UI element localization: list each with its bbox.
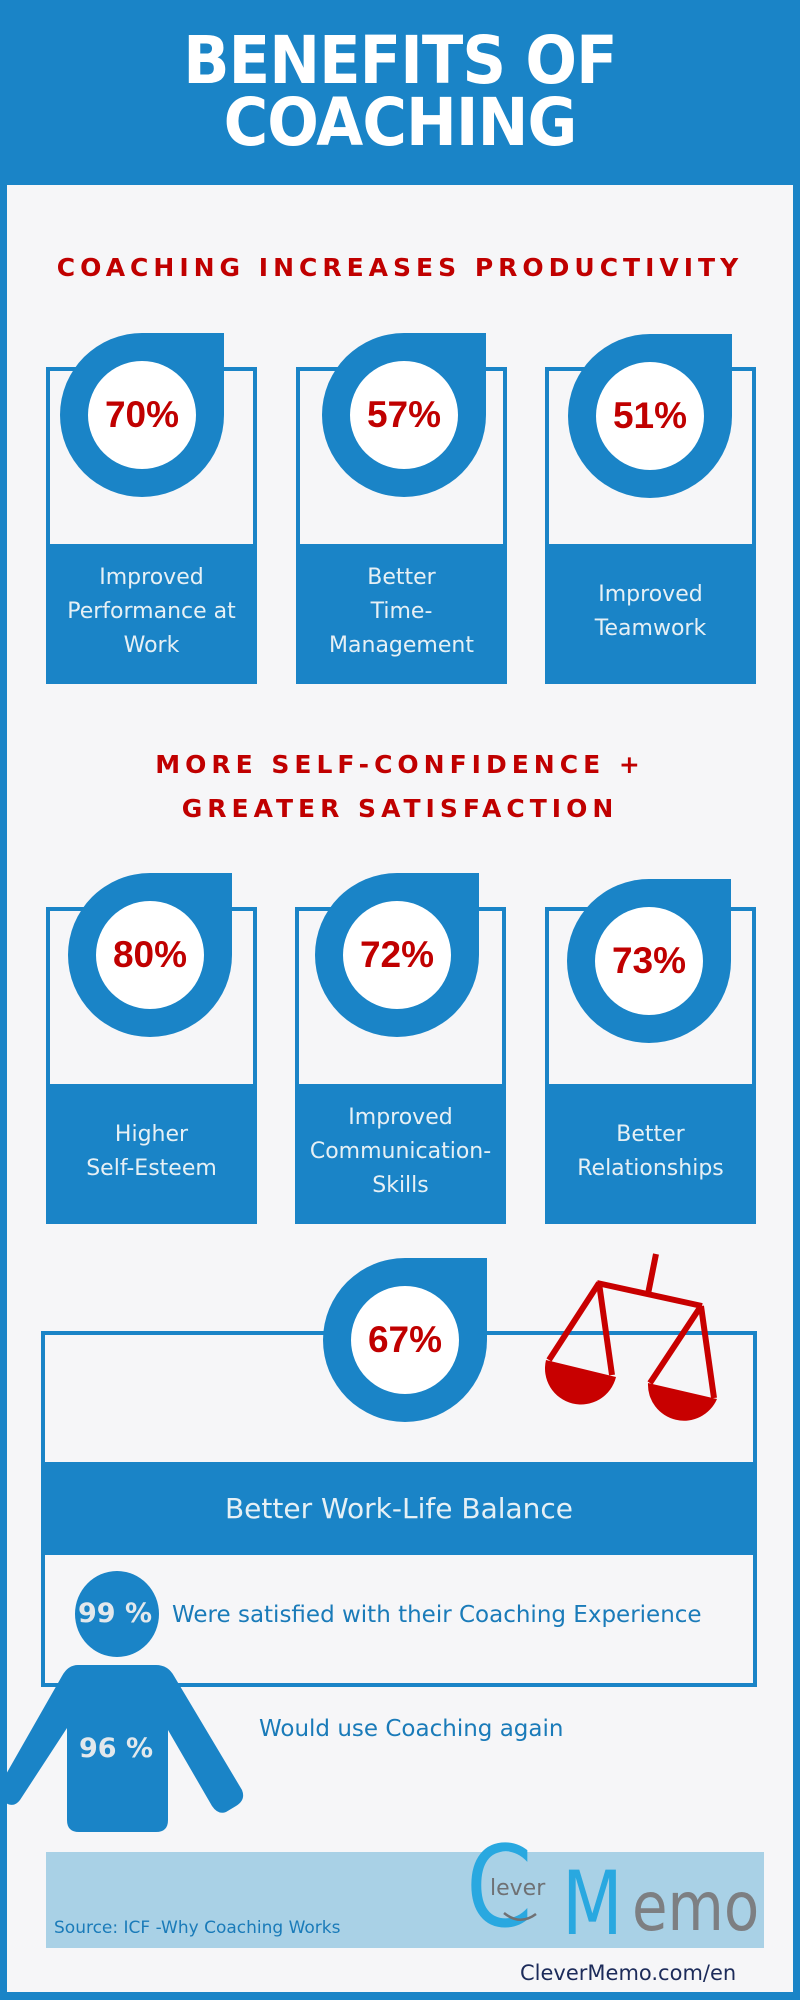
card-label: Higher Self-Esteem xyxy=(50,1084,253,1220)
card-label: Better Relationships xyxy=(549,1084,752,1220)
work-life-label: Better Work-Life Balance xyxy=(41,1462,757,1555)
logo-m: M xyxy=(562,1852,623,1955)
percent-value: 51% xyxy=(596,362,704,470)
heading-line: MORE SELF-CONFIDENCE + xyxy=(155,750,645,779)
label-line: Improved xyxy=(99,565,204,590)
logo-lever: lever xyxy=(490,1876,546,1901)
section-heading-productivity: COACHING INCREASES PRODUCTIVITY xyxy=(56,253,744,282)
card-label: Improved Performance at Work xyxy=(50,544,253,680)
section-heading-confidence: MORE SELF-CONFIDENCE + GREATER SATISFACT… xyxy=(0,743,800,831)
percent-value: 73% xyxy=(595,907,703,1015)
logo-smile-icon xyxy=(503,1912,537,1921)
label-line: Time- xyxy=(370,599,433,624)
source-citation: Source: ICF -Why Coaching Works xyxy=(54,1918,341,1938)
website-link[interactable]: CleverMemo.com/en xyxy=(520,1961,737,1985)
percent-value: 80% xyxy=(96,901,204,1009)
percent-value: 72% xyxy=(343,901,451,1009)
label-line: Relationships xyxy=(577,1156,724,1181)
label-line: Teamwork xyxy=(594,616,707,641)
logo-c: C xyxy=(466,1823,533,1953)
person-icon xyxy=(5,1571,244,1832)
percent-value: 70% xyxy=(88,361,196,469)
percent-badge: 73% xyxy=(567,879,731,1043)
label-line: Communication- xyxy=(309,1139,492,1164)
satisfied-text: Were satisfied with their Coaching Exper… xyxy=(172,1602,702,1628)
reuse-percent: 96 % xyxy=(79,1733,154,1764)
satisfied-percent: 99 % xyxy=(78,1598,153,1629)
percent-badge: 57% xyxy=(322,333,486,497)
card-label: Improved Teamwork xyxy=(549,544,752,680)
label-line: Performance at xyxy=(67,599,236,624)
label-line: Self-Esteem xyxy=(86,1156,217,1181)
percent-badge: 80% xyxy=(68,873,232,1037)
percent-badge: 51% xyxy=(568,334,732,498)
percent-badge: 70% xyxy=(60,333,224,497)
clevermemo-logo: C lever M emo xyxy=(466,1832,766,1955)
page-title: BENEFITS OF COACHING xyxy=(32,22,768,161)
logo-emo: emo xyxy=(632,1868,760,1947)
label-line: Work xyxy=(123,633,180,658)
title-line-1: BENEFITS OF xyxy=(183,22,617,99)
scales-icon xyxy=(544,1253,717,1421)
label-line: Improved xyxy=(348,1105,453,1130)
footer-band xyxy=(46,1852,764,1948)
label-line: Better xyxy=(616,1122,685,1147)
card-label: Better Time- Management xyxy=(300,544,503,680)
label-line: Higher xyxy=(114,1122,189,1147)
label-line: Management xyxy=(329,633,474,658)
percent-value: 67% xyxy=(351,1286,459,1394)
title-line-2: COACHING xyxy=(223,84,578,161)
label-line: Better xyxy=(367,565,436,590)
percent-badge: 67% xyxy=(323,1258,487,1422)
percent-badge: 72% xyxy=(315,873,479,1037)
heading-line: GREATER SATISFACTION xyxy=(181,794,619,823)
card-label: Improved Communication- Skills xyxy=(299,1084,502,1220)
reuse-text: Would use Coaching again xyxy=(259,1716,564,1742)
label-line: Skills xyxy=(372,1173,429,1198)
percent-value: 57% xyxy=(350,361,458,469)
label-line: Improved xyxy=(598,582,703,607)
